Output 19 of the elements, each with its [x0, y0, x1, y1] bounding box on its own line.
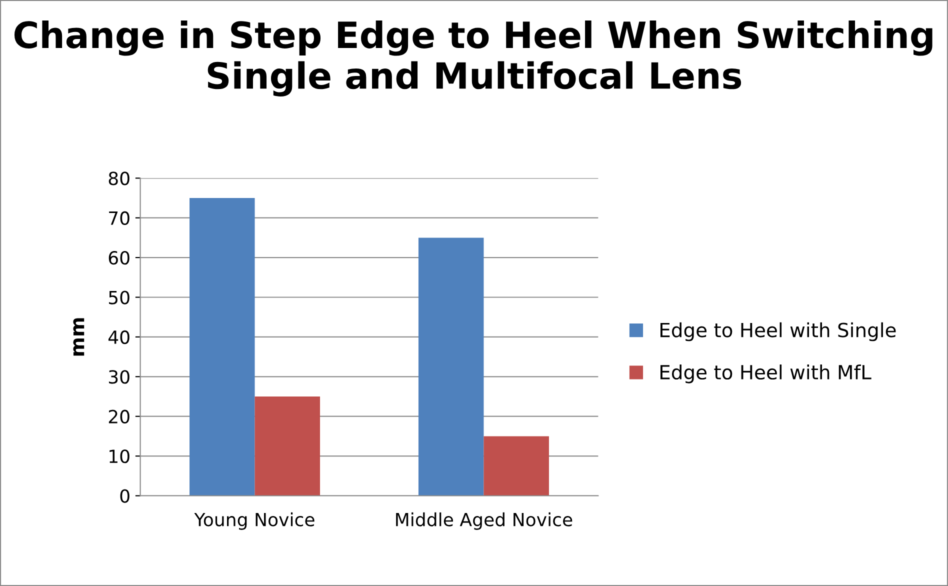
legend-label: Edge to Heel with MfL: [660, 364, 872, 384]
legend-label: Edge to Heel with Single: [660, 322, 896, 342]
y-tick-label: 20: [108, 410, 130, 424]
bar: [484, 436, 549, 496]
y-tick-label: 70: [109, 211, 130, 225]
y-tick-label: 50: [109, 290, 130, 304]
y-tick-label: 80: [108, 172, 130, 186]
bar: [190, 198, 255, 496]
x-tick-label: Middle Aged Novice: [396, 512, 572, 530]
bar: [254, 396, 320, 496]
y-tick-label: 30: [108, 370, 130, 384]
bar: [418, 238, 484, 496]
y-tick-label: 60: [108, 251, 130, 265]
chart-title: Change in Step Edge to Heel When Switching Single and Multifocal Lens: [14, 20, 932, 96]
y-tick-label: 0: [120, 489, 130, 503]
x-tick-label: Young Novice: [194, 512, 314, 530]
y-axis-title: mm: [73, 318, 84, 356]
y-tick-label: 10: [110, 450, 130, 464]
y-tick-label: 40: [108, 330, 130, 344]
